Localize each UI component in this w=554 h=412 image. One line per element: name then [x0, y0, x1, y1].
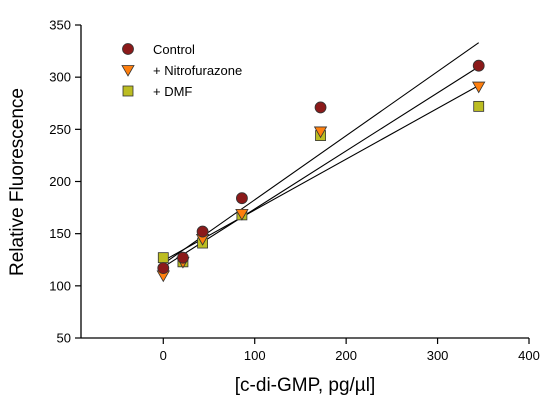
legend-marker-nitrofurazone: [121, 65, 135, 77]
data-point-control: [236, 192, 248, 205]
data-point-control: [472, 59, 485, 72]
data-point-control: [177, 251, 189, 264]
legend-marker-dmf: [122, 85, 134, 97]
fit-lines: [162, 42, 480, 268]
y-tick-label: 150: [49, 226, 71, 241]
fit-line-dmf: [163, 85, 479, 262]
y-tick-label: 300: [49, 70, 71, 85]
fit-line-nitrofurazone: [162, 66, 480, 268]
y-tick-label: 250: [49, 122, 71, 137]
legend-label-control: Control: [153, 42, 195, 57]
x-tick-label: 200: [335, 348, 357, 363]
y-axis-title: Relative Fluorescence: [7, 88, 28, 276]
data-point-control: [196, 225, 209, 238]
data-point-dmf: [157, 252, 169, 264]
x-axis-title: [c-di-GMP, pg/µl]: [235, 375, 375, 396]
x-tick-label: 300: [427, 348, 449, 363]
data-points: [156, 59, 486, 283]
data-point-dmf: [473, 100, 485, 112]
x-tick-label: 100: [244, 348, 266, 363]
legend-label-nitrofurazone: + Nitrofurazone: [153, 63, 242, 78]
data-point-nitrofurazone: [313, 126, 328, 139]
y-tick-label: 200: [49, 174, 71, 189]
legend-label-dmf: + DMF: [153, 84, 192, 99]
y-axis-ticks: 50 100 150 200 250 300 350: [49, 18, 81, 346]
x-tick-label: 400: [518, 348, 540, 363]
x-axis: 0 100 200 300 400: [81, 337, 540, 363]
legend-marker-control: [122, 43, 134, 55]
x-axis-ticks: 0 100 200 300 400: [160, 338, 540, 363]
data-point-control: [314, 101, 327, 114]
data-point-nitrofurazone: [235, 208, 249, 221]
data-point-nitrofurazone: [472, 81, 486, 94]
x-tick-label: 0: [160, 348, 167, 363]
data-point-control: [157, 262, 170, 274]
y-axis: 50 100 150 200 250 300 350: [49, 18, 82, 346]
fit-line-control: [162, 42, 480, 265]
y-tick-label: 50: [57, 331, 71, 346]
y-tick-label: 100: [49, 278, 71, 293]
legend: Control + Nitrofurazone + DMF: [121, 42, 242, 99]
y-tick-label: 350: [49, 18, 71, 33]
